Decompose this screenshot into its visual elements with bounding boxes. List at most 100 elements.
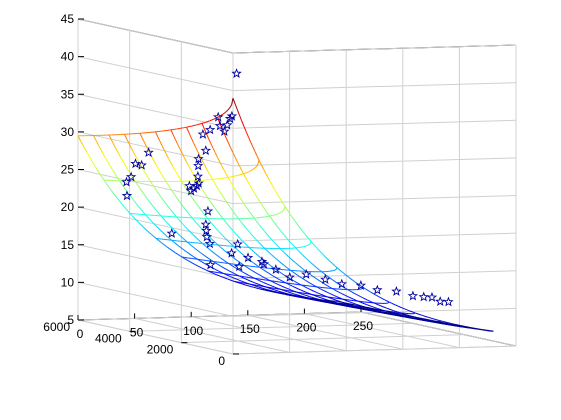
surface-line [251,234,255,238]
grid-line [77,131,234,167]
surface-line [141,137,145,143]
surface-line [168,158,172,163]
surface-line [145,196,149,201]
surface-line [288,212,292,217]
surface-line [164,234,168,237]
surface-line [242,240,246,244]
surface-line [184,250,188,253]
surface-line [180,203,184,208]
surface-line [284,252,287,256]
surface-line [231,228,235,233]
surface-line [218,190,222,195]
surface-line [151,234,155,237]
surface-line [212,147,216,153]
surface-line [259,243,263,247]
grid-line [232,44,517,54]
surface-line [112,170,116,175]
surface-line [254,166,257,169]
surface-line [201,123,205,129]
surface-line [345,274,349,278]
surface-line [236,278,240,281]
surface-line [169,225,173,229]
x-tick-label: 100 [183,324,203,338]
surface-line [249,211,253,216]
surface-line [338,269,342,272]
surface-line [193,235,197,238]
surface-line [178,233,181,237]
surface-line [147,216,151,220]
surface-line [266,249,270,253]
surface-line [201,261,205,264]
surface-line [233,212,237,217]
surface-line [242,283,246,286]
scatter-point [192,160,204,171]
surface-line [309,282,313,285]
surface-line [256,278,260,281]
grid-line [232,232,517,242]
surface-line [267,283,271,286]
surface-line [88,155,92,160]
surface-line [132,198,136,203]
surface-line [156,166,160,171]
z-tick-label: 5 [67,313,74,327]
surface-line [283,286,286,289]
surface-line [329,293,333,295]
grid-line [232,157,517,167]
surface-line [371,292,375,295]
surface-line [255,287,259,289]
surface-line [220,193,224,198]
surface-line [415,312,418,315]
surface-line [323,273,327,276]
surface-line [235,247,239,251]
surface-line [173,229,177,233]
surface-line [449,322,453,325]
surface-line [265,172,269,178]
x-tick-label: 200 [296,321,316,335]
surface-line [244,284,248,286]
surface-line [147,177,151,182]
surface-line [81,143,85,149]
scatter-point [204,124,216,135]
surface-line [158,228,162,231]
surface-line [303,285,306,288]
surface-line [187,212,191,216]
surface-line [108,163,112,168]
surface-line [250,275,253,278]
surface-line [312,243,316,247]
surface-line [204,255,207,258]
surface-line [296,274,300,277]
surface-line [349,277,353,281]
surface-line [209,200,213,205]
surface-line [208,138,212,144]
surface-line [354,281,357,284]
surface-line [205,194,209,199]
scatter-point [204,238,216,249]
y-tick-label: 4000 [95,331,122,345]
surface-line [214,182,218,188]
surface-line [375,307,378,310]
surface-line [221,258,225,261]
surface-line [211,223,215,227]
surface-line [181,181,185,186]
surface-line [243,281,246,284]
surface-line [156,191,160,195]
surface-line [274,286,277,289]
surface-line [252,262,256,265]
surface-line [369,291,373,294]
surface-line [341,271,344,274]
surface-line [222,235,226,239]
surface-line [232,97,236,105]
surface-line [153,223,157,227]
surface-line [252,168,255,171]
surface-line [201,267,205,270]
surface-line [241,271,245,274]
scatter-point [166,227,177,238]
surface-line [174,169,178,175]
scatter-point [201,225,212,236]
z-tick-label: 35 [61,87,75,101]
surface-line [251,188,255,194]
surface-line [197,265,200,268]
surface-line [304,294,308,297]
surface-line [112,192,116,196]
surface-line [301,254,305,257]
